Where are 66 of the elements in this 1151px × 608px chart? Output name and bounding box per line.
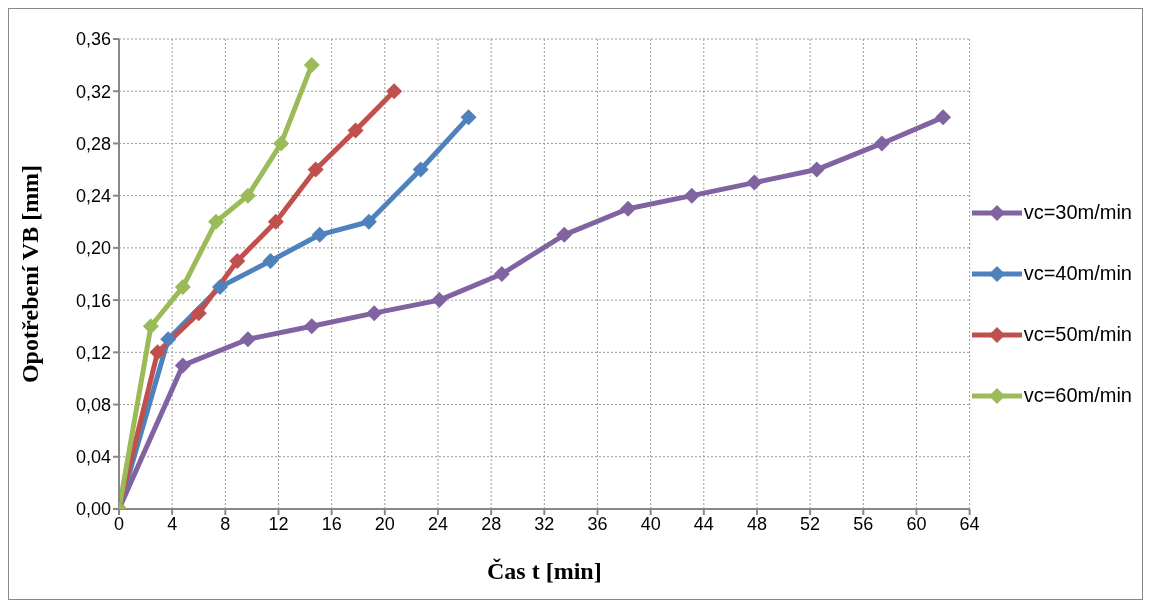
x-tick-label: 40	[640, 513, 661, 534]
point	[412, 161, 429, 178]
y-tick-label: 0,36	[75, 29, 111, 50]
x-tick-label: 16	[321, 513, 342, 534]
point	[229, 252, 246, 269]
legend-label: vc=50m/min	[1023, 323, 1132, 346]
legend-label: vc=60m/min	[1023, 384, 1132, 407]
point	[683, 187, 700, 204]
point	[239, 331, 256, 348]
point	[873, 135, 890, 152]
x-tick-label: 4	[167, 513, 178, 534]
point	[190, 305, 207, 322]
x-tick-label: 56	[853, 513, 874, 534]
point	[746, 174, 763, 191]
point	[212, 279, 229, 296]
point	[366, 305, 383, 322]
y-tick-label: 0,28	[75, 133, 111, 154]
x-tick-label: 44	[693, 513, 714, 534]
x-tick-label: 0	[113, 513, 125, 534]
y-tick-label: 0,32	[75, 81, 111, 102]
x-tick-label: 64	[959, 513, 980, 534]
legend-label: vc=30m/min	[1023, 201, 1132, 224]
point	[556, 226, 573, 243]
x-axis-title: Čas t [min]	[486, 558, 602, 584]
point	[303, 318, 320, 335]
point	[239, 187, 256, 204]
point	[149, 344, 166, 361]
point	[431, 292, 448, 309]
point	[160, 331, 177, 348]
y-tick-label: 0,00	[75, 499, 111, 520]
point	[808, 161, 825, 178]
point	[303, 57, 320, 74]
point	[174, 357, 191, 374]
point	[142, 318, 159, 335]
x-tick-label: 20	[374, 513, 395, 534]
x-tick-label: 52	[800, 513, 821, 534]
point	[262, 252, 279, 269]
x-tick-label: 24	[427, 513, 448, 534]
point	[460, 109, 477, 126]
y-tick-label: 0,16	[75, 290, 111, 311]
y-axis-title: Opotřebení VB [mm]	[16, 164, 43, 384]
x-tick-label: 32	[534, 513, 555, 534]
point	[386, 83, 403, 100]
x-tick-label: 28	[481, 513, 502, 534]
x-tick-label: 48	[746, 513, 767, 534]
point	[208, 213, 225, 230]
point	[620, 200, 637, 217]
point	[360, 213, 377, 230]
point	[935, 109, 952, 126]
y-tick-label: 0,08	[75, 394, 111, 415]
point	[267, 213, 284, 230]
x-tick-label: 36	[587, 513, 608, 534]
point	[347, 122, 364, 139]
point	[174, 279, 191, 296]
point	[311, 226, 328, 243]
point	[307, 161, 324, 178]
point	[273, 135, 290, 152]
y-tick-label: 0,20	[75, 238, 111, 259]
y-tick-label: 0,04	[75, 447, 111, 468]
y-tick-label: 0,24	[75, 186, 111, 207]
legend-label: vc=40m/min	[1023, 262, 1132, 285]
x-tick-label: 12	[268, 513, 289, 534]
x-tick-label: 8	[220, 513, 231, 534]
x-tick-label: 60	[906, 513, 927, 534]
y-tick-label: 0,12	[75, 342, 111, 363]
point	[493, 266, 510, 282]
